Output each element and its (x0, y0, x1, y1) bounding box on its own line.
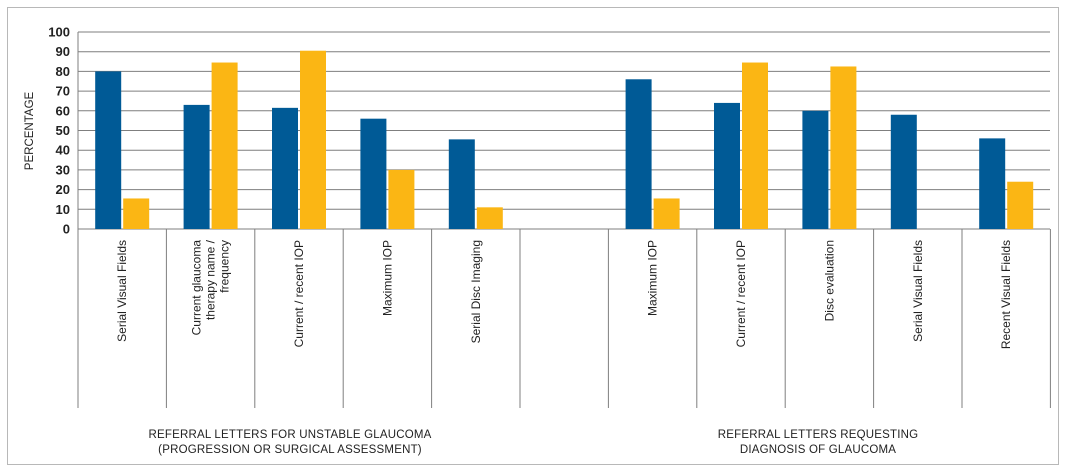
y-tick-label: 90 (56, 44, 70, 59)
y-tick-label: 80 (56, 64, 70, 79)
bar (1007, 181, 1034, 229)
y-tick-label: 40 (56, 143, 70, 158)
bar (890, 114, 917, 229)
bar (714, 102, 740, 229)
bar (300, 50, 326, 230)
bar (802, 110, 829, 229)
y-tick-label: 20 (56, 182, 70, 197)
bar (742, 62, 768, 229)
y-tick-label: 30 (56, 162, 70, 177)
category-label: Serial Disc Imaging (469, 240, 483, 343)
bar (211, 62, 238, 229)
bar (625, 79, 652, 229)
category-label: Serial Visual Fields (911, 240, 925, 342)
y-tick-label: 50 (56, 123, 70, 138)
chart-frame (7, 7, 1059, 465)
y-tick-label: 70 (56, 84, 70, 99)
category-label: Current / recent IOP (734, 240, 748, 347)
group-label: DIAGNOSIS OF GLAUCOMA (740, 444, 896, 456)
bar (272, 107, 298, 229)
category-label: frequency (218, 240, 232, 293)
bar (123, 198, 150, 229)
y-tick-label: 60 (56, 103, 70, 118)
category-label: therapy name / (204, 239, 218, 320)
category-label: Maximum IOP (380, 240, 394, 316)
y-axis-title: PERCENTAGE (24, 91, 36, 170)
y-tick-label: 100 (48, 25, 70, 40)
category-label: Disc evaluation (822, 240, 836, 321)
category-label: Serial Visual Fields (115, 240, 129, 342)
bar (360, 118, 387, 229)
bar (448, 139, 475, 229)
bar (388, 169, 415, 229)
group-label: REFERRAL LETTERS REQUESTING (718, 429, 919, 441)
bar (653, 198, 680, 229)
category-label: Maximum IOP (646, 240, 660, 316)
y-tick-label: 0 (63, 222, 70, 237)
category-label: Current glaucoma (190, 240, 204, 336)
y-tick-label: 10 (56, 202, 70, 217)
bar (979, 138, 1006, 229)
bar (95, 71, 122, 230)
category-label: Current / recent IOP (292, 240, 306, 347)
category-label: Recent Visual Fields (999, 240, 1013, 349)
bar (830, 66, 857, 229)
bar (476, 207, 503, 229)
group-label: REFERRAL LETTERS FOR UNSTABLE GLAUCOMA (148, 429, 431, 441)
group-label: (PROGRESSION OR SURGICAL ASSESSMENT) (158, 444, 422, 456)
bar (183, 104, 210, 229)
